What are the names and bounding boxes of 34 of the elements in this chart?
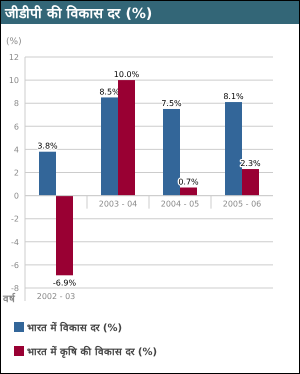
y-tick-label: 0 xyxy=(14,192,19,201)
bar xyxy=(180,188,197,196)
y-tick-label: -4 xyxy=(11,238,19,247)
data-label: 3.8% xyxy=(37,142,58,151)
x-tick-label: 2004 - 05 xyxy=(160,200,200,209)
x-tick-label: 2005 - 06 xyxy=(222,200,262,209)
bar xyxy=(39,152,56,196)
data-label: 8.1% xyxy=(223,92,244,102)
y-tick-label: 10 xyxy=(8,76,19,86)
y-tick-label: -2 xyxy=(11,214,19,224)
y-tick-label: 6 xyxy=(14,122,19,132)
x-tick-label: 2003 - 04 xyxy=(98,200,138,209)
bar xyxy=(56,196,73,276)
y-tick-label: 8 xyxy=(14,99,19,108)
y-tick-label: 12 xyxy=(8,53,19,62)
x-axis-title: वर्ष xyxy=(2,292,16,305)
legend-label: भारत में विकास दर (%) xyxy=(27,321,122,334)
y-tick-label: -8 xyxy=(11,284,19,293)
bar xyxy=(163,108,180,196)
bar xyxy=(225,102,242,196)
data-label: -6.9% xyxy=(52,278,76,288)
data-label: 10.0% xyxy=(114,70,140,80)
bar xyxy=(242,169,259,196)
y-tick-label: -6 xyxy=(11,260,19,270)
y-tick-label: 2 xyxy=(14,168,19,178)
data-label: 7.5% xyxy=(161,98,182,108)
y-tick-label: 4 xyxy=(14,145,19,154)
legend-label: भारत में कृषि की विकास दर (%) xyxy=(27,345,158,358)
bar xyxy=(118,80,135,196)
bar xyxy=(101,97,118,196)
chart-title: जीडीपी की विकास दर (%) xyxy=(4,5,152,22)
y-axis-title: (%) xyxy=(6,37,22,47)
x-tick-label: 2002 - 03 xyxy=(36,292,76,301)
data-label: 8.5% xyxy=(99,87,120,96)
